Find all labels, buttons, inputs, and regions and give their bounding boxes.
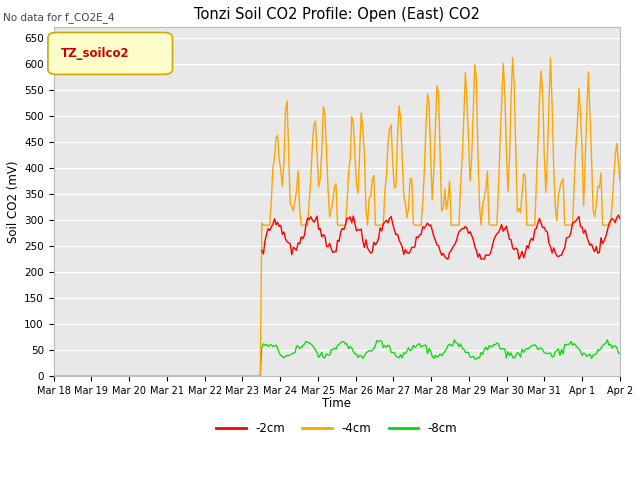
X-axis label: Time: Time — [323, 397, 351, 410]
FancyBboxPatch shape — [48, 33, 173, 74]
Text: TZ_soilco2: TZ_soilco2 — [60, 47, 129, 60]
Title: Tonzi Soil CO2 Profile: Open (East) CO2: Tonzi Soil CO2 Profile: Open (East) CO2 — [194, 7, 480, 22]
Text: No data for f_CO2E_4: No data for f_CO2E_4 — [3, 12, 115, 23]
Y-axis label: Soil CO2 (mV): Soil CO2 (mV) — [7, 160, 20, 243]
Legend: -2cm, -4cm, -8cm: -2cm, -4cm, -8cm — [211, 418, 462, 440]
